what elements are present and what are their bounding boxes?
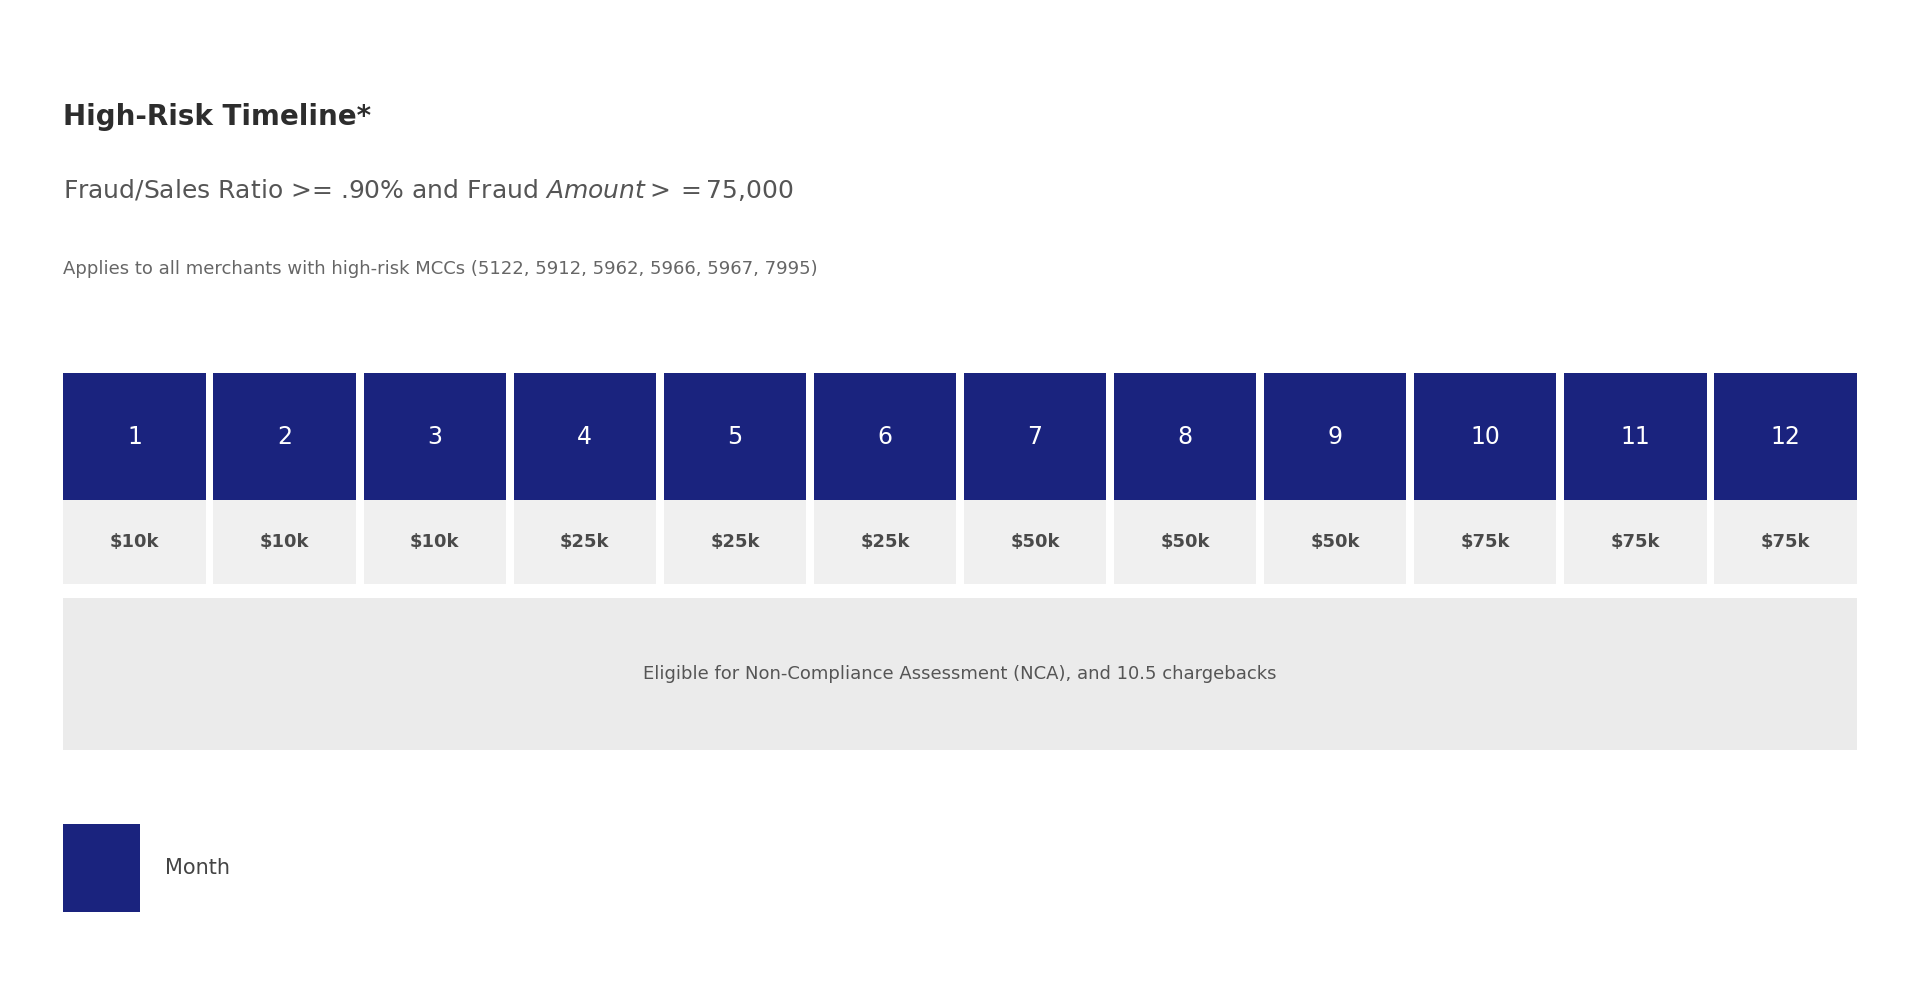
Text: 2: 2 — [276, 425, 292, 448]
Text: $10k: $10k — [411, 533, 459, 551]
Text: Applies to all merchants with high-risk MCCs (5122, 5912, 5962, 5966, 5967, 7995: Applies to all merchants with high-risk … — [63, 260, 818, 278]
Text: 9: 9 — [1329, 425, 1342, 448]
Text: $50k: $50k — [1010, 533, 1060, 551]
Text: 7: 7 — [1027, 425, 1043, 448]
Text: 5: 5 — [728, 425, 743, 448]
Text: Fraud/Sales Ratio >= .90% and Fraud $ Amount >= $75,000: Fraud/Sales Ratio >= .90% and Fraud $ Am… — [63, 177, 795, 203]
Text: $75k: $75k — [1461, 533, 1509, 551]
Text: $25k: $25k — [561, 533, 609, 551]
Text: $25k: $25k — [710, 533, 760, 551]
Text: Month: Month — [165, 858, 230, 878]
Text: $10k: $10k — [109, 533, 159, 551]
Text: 12: 12 — [1770, 425, 1801, 448]
Text: $75k: $75k — [1611, 533, 1661, 551]
Text: $50k: $50k — [1311, 533, 1359, 551]
Text: Eligible for Non-Compliance Assessment (NCA), and 10.5 chargebacks: Eligible for Non-Compliance Assessment (… — [643, 665, 1277, 684]
Text: 3: 3 — [428, 425, 442, 448]
Text: 8: 8 — [1177, 425, 1192, 448]
Text: 4: 4 — [578, 425, 591, 448]
Text: 1: 1 — [127, 425, 142, 448]
Text: $25k: $25k — [860, 533, 910, 551]
Text: 11: 11 — [1620, 425, 1649, 448]
Text: $50k: $50k — [1160, 533, 1210, 551]
Text: $10k: $10k — [259, 533, 309, 551]
Text: $75k: $75k — [1761, 533, 1811, 551]
Text: 6: 6 — [877, 425, 893, 448]
Text: High-Risk Timeline*: High-Risk Timeline* — [63, 103, 371, 131]
Text: 10: 10 — [1471, 425, 1500, 448]
